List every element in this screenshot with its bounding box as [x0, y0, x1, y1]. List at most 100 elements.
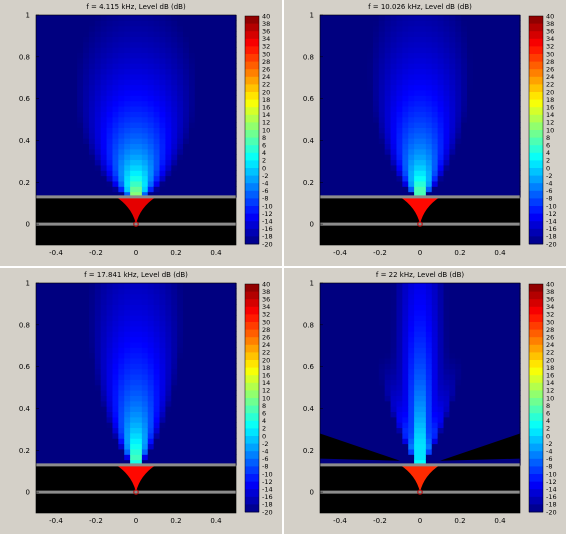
heat-cell [408, 357, 415, 364]
heat-cell [59, 448, 67, 455]
colorbar-tick-label: 6 [546, 410, 550, 418]
heat-cell [206, 422, 214, 429]
heat-cell [443, 100, 451, 107]
heat-cell [212, 341, 219, 348]
heat-cell [230, 347, 237, 354]
heat-cell [100, 309, 108, 316]
heat-cell [200, 406, 208, 413]
heat-cell [414, 283, 421, 289]
heat-cell [325, 41, 333, 48]
heat-cell [414, 47, 421, 54]
y-tick-label: 0 [310, 221, 314, 229]
heat-cell [47, 443, 55, 450]
heat-cell [47, 400, 55, 407]
heat-cell [337, 57, 345, 64]
heat-cell [355, 15, 362, 21]
heat-cell [331, 315, 339, 322]
heat-cell [165, 443, 172, 450]
heat-cell [343, 411, 351, 418]
heat-cell [455, 84, 462, 91]
heat-cell [88, 368, 96, 375]
heat-cell [53, 180, 61, 187]
heat-cell [136, 154, 143, 161]
heat-cell [496, 52, 503, 59]
heat-cell [502, 309, 509, 316]
heat-cell [467, 159, 474, 166]
heat-cell [218, 443, 225, 450]
heat-cell [343, 138, 351, 145]
heat-cell [320, 315, 327, 322]
heat-cell [361, 320, 368, 327]
heat-cell [88, 31, 96, 37]
heat-cell [36, 100, 43, 107]
heat-cell [349, 25, 356, 32]
heat-cell [478, 427, 486, 434]
heat-cell [183, 79, 190, 86]
heat-cell [472, 443, 480, 450]
heat-cell [425, 105, 433, 112]
heat-cell [484, 15, 492, 21]
heat-cell [224, 36, 231, 43]
heat-cell [200, 299, 208, 305]
heat-cell [461, 164, 468, 171]
heat-cell [165, 293, 172, 300]
heat-cell [147, 186, 155, 193]
heat-cell [472, 138, 480, 145]
heat-cell [508, 52, 515, 59]
heat-cell [420, 138, 427, 145]
heat-cell [325, 89, 333, 96]
heat-cell [425, 31, 433, 37]
heat-cell [153, 373, 161, 380]
heat-cell [490, 143, 498, 150]
heat-cell [449, 416, 456, 423]
heat-cell [343, 73, 351, 80]
heat-cell [100, 68, 108, 75]
heat-cell [77, 454, 84, 461]
heat-cell [136, 406, 143, 413]
heat-cell [47, 105, 55, 112]
heat-cell [402, 116, 409, 123]
heat-cell [461, 31, 468, 37]
heat-cell [100, 347, 108, 354]
colorbar-tick-label: -12 [546, 210, 557, 218]
heat-cell [502, 95, 509, 102]
heat-cell [147, 73, 155, 80]
heat-cell [194, 25, 202, 32]
heat-cell [41, 395, 49, 402]
heat-cell [502, 357, 509, 364]
heat-cell [100, 283, 108, 289]
heat-cell [194, 95, 202, 102]
heat-cell [443, 111, 451, 118]
colorbar-tick-label: 10 [262, 126, 270, 134]
heat-cell [177, 47, 184, 54]
heat-cell [420, 52, 427, 59]
heat-cell [420, 73, 427, 80]
heat-cell [472, 315, 480, 322]
heat-cell [94, 47, 102, 54]
heat-cell [153, 309, 161, 316]
heat-cell [77, 406, 84, 413]
colorbar-swatch [529, 375, 543, 384]
heat-cell [408, 164, 415, 171]
heat-cell [188, 341, 196, 348]
heat-cell [53, 304, 61, 311]
heat-cell [496, 331, 503, 338]
heat-cell [443, 138, 451, 145]
heat-cell [230, 363, 237, 370]
heat-cell [59, 325, 67, 332]
heat-cell [224, 331, 231, 338]
y-tick-label: 0.4 [19, 137, 31, 145]
heat-cell [47, 304, 55, 311]
heat-cell [467, 68, 474, 75]
heat-cell [508, 143, 515, 150]
heat-cell [188, 443, 196, 450]
heat-cell [425, 116, 433, 123]
heat-cell [165, 138, 172, 145]
heat-cell [124, 438, 131, 445]
heat-cell [118, 154, 125, 161]
heat-cell [508, 84, 515, 91]
heat-cell [390, 180, 398, 187]
heat-cell [349, 422, 356, 429]
heat-cell [200, 36, 208, 43]
heat-cell [508, 138, 515, 145]
